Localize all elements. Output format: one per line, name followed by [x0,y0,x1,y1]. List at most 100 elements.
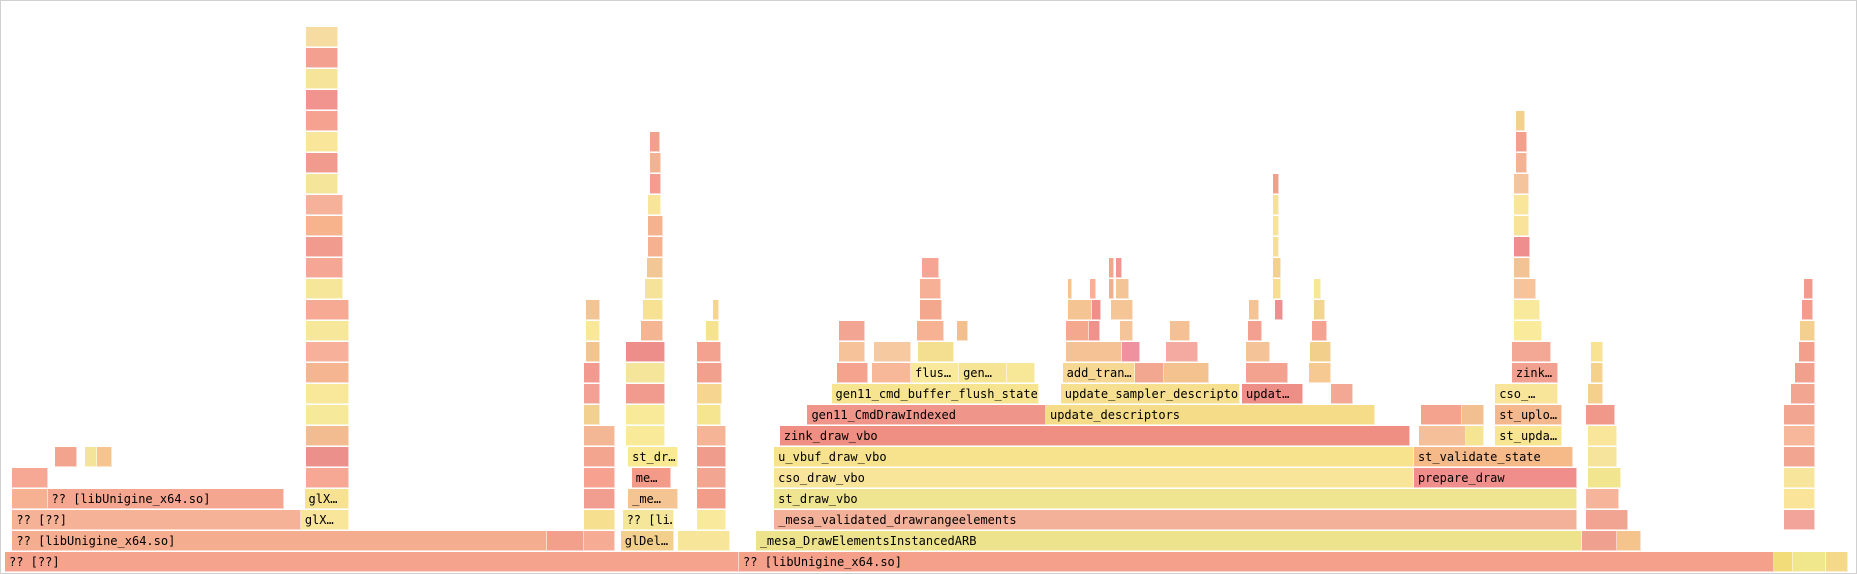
flame-frame[interactable] [650,153,662,173]
flame-frame[interactable] [1800,321,1816,341]
flame-frame[interactable] [583,405,601,425]
flame-frame[interactable] [1513,237,1531,257]
flame-frame[interactable]: ?? [??] [5,552,740,572]
flame-frame[interactable] [306,300,349,320]
flame-frame[interactable] [1273,279,1281,299]
flame-frame[interactable] [1312,321,1328,341]
flame-frame[interactable] [1804,279,1814,299]
flame-frame[interactable]: update_descriptors [1045,405,1376,425]
flame-frame[interactable] [872,363,911,383]
flame-frame[interactable] [916,321,945,341]
flame-frame[interactable] [1421,405,1462,425]
flame-frame[interactable]: glX… [304,489,349,509]
flame-frame[interactable]: gen11_cmd_buffer_flush_state [831,384,1039,404]
flame-frame[interactable] [1783,426,1816,446]
flame-frame[interactable] [1585,510,1629,530]
flame-frame[interactable]: add_tran… [1062,363,1135,383]
flame-frame[interactable] [1513,279,1536,299]
flame-frame[interactable] [84,447,98,467]
flame-frame[interactable] [1587,384,1603,404]
flame-frame[interactable] [1587,426,1618,446]
flame-frame[interactable] [1419,426,1466,446]
flame-frame[interactable] [696,384,723,404]
flame-frame[interactable] [696,489,727,509]
flame-frame[interactable]: gen11_CmdDrawIndexed [807,405,1046,425]
flame-frame[interactable] [1791,384,1816,404]
flame-frame[interactable] [583,384,601,404]
flame-frame[interactable] [583,468,616,488]
flame-frame[interactable] [626,342,666,362]
flame-frame[interactable]: zink… [1511,363,1559,383]
flame-frame[interactable]: ?? [libUnigine_x64.so] [47,489,285,509]
flame-frame[interactable] [585,300,601,320]
flame-frame[interactable]: ?? [libUnigine_x64.so] [12,531,547,551]
flame-frame[interactable] [920,279,941,299]
flame-frame[interactable] [1247,321,1263,341]
flame-frame[interactable] [1068,300,1093,320]
flame-frame[interactable] [1798,342,1816,362]
flame-frame[interactable] [1513,321,1542,341]
flame-frame[interactable] [1617,531,1642,551]
flame-frame[interactable] [1273,237,1279,257]
flame-frame[interactable] [1792,552,1827,572]
flame-frame[interactable] [918,342,954,362]
flame-frame[interactable] [1513,216,1529,236]
flame-frame[interactable] [306,216,344,236]
flame-frame[interactable] [583,426,616,446]
flame-frame[interactable] [1119,321,1133,341]
flame-frame[interactable] [306,447,349,467]
flame-frame[interactable] [1515,111,1525,131]
flame-frame[interactable] [1116,279,1130,299]
flame-frame[interactable]: st_uplo… [1495,405,1562,425]
flame-frame[interactable] [1513,174,1529,194]
flame-frame[interactable] [626,405,666,425]
flame-frame[interactable] [1330,384,1353,404]
flame-frame[interactable] [1088,321,1100,341]
flame-frame[interactable] [1783,405,1816,425]
flame-frame[interactable] [626,384,666,404]
flame-frame[interactable] [585,321,601,341]
flame-frame[interactable] [306,468,349,488]
flame-frame[interactable] [306,174,338,194]
flame-frame[interactable] [1134,363,1165,383]
flame-frame[interactable] [957,321,969,341]
flame-frame[interactable] [1591,342,1603,362]
flame-frame[interactable] [1587,468,1622,488]
flame-frame[interactable] [306,69,338,89]
flame-frame[interactable] [1245,363,1289,383]
flame-frame[interactable] [306,153,338,173]
flame-frame[interactable]: glDel… [620,531,675,551]
flame-frame[interactable] [642,300,664,320]
flame-frame[interactable] [1783,447,1816,467]
flame-frame[interactable] [1249,300,1259,320]
flame-frame[interactable]: updat… [1241,384,1303,404]
flame-frame[interactable] [1314,300,1326,320]
flame-frame[interactable] [838,321,865,341]
flame-frame[interactable] [1169,321,1191,341]
flame-frame[interactable] [1513,195,1529,215]
flame-frame[interactable] [306,195,344,215]
flame-frame[interactable] [1774,552,1793,572]
flame-frame[interactable]: st_upda… [1495,426,1562,446]
flame-frame[interactable] [1090,279,1096,299]
flame-frame[interactable] [1794,363,1816,383]
flame-frame[interactable]: u_vbuf_draw_vbo [774,447,1414,467]
flame-frame[interactable] [874,342,911,362]
flame-frame[interactable] [583,489,616,509]
flame-frame[interactable] [1511,342,1551,362]
flame-frame[interactable] [838,342,865,362]
flame-frame[interactable] [1587,447,1618,467]
flame-frame[interactable]: _mesa_DrawElementsInstancedARB [755,531,1583,551]
flame-frame[interactable] [1465,426,1485,446]
flame-frame[interactable] [583,363,601,383]
flame-frame[interactable] [696,447,727,467]
flame-frame[interactable] [306,258,344,278]
flame-frame[interactable] [1783,468,1816,488]
flame-frame[interactable]: ?? [li… [622,510,675,530]
flame-frame[interactable] [696,342,721,362]
flame-frame[interactable] [306,132,338,152]
flame-frame[interactable] [1585,405,1616,425]
flame-frame[interactable] [1166,342,1198,362]
flame-frame[interactable] [306,363,349,383]
flame-frame[interactable] [1273,258,1281,278]
